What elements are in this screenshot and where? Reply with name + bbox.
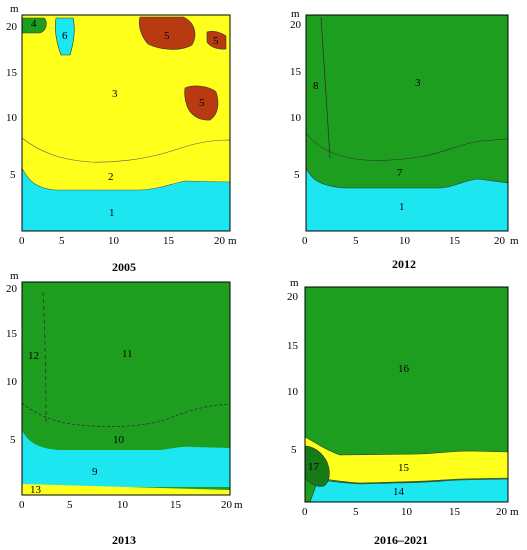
zone-5-patch-middle bbox=[184, 85, 219, 121]
panel-2005: 1 2 3 4 5 5 5 6 m 20 15 10 5 0 5 10 15 2… bbox=[6, 3, 237, 274]
panel-caption: 2016–2021 bbox=[374, 533, 428, 547]
zone-1-area bbox=[305, 167, 509, 232]
zone-label: 15 bbox=[398, 462, 410, 474]
y-tick: 10 bbox=[6, 112, 18, 124]
zone-12-boundary bbox=[42, 291, 47, 425]
panel-2012: 1 7 3 8 m 20 15 10 5 0 5 10 15 20 m 2012 bbox=[290, 8, 519, 271]
panel-frame bbox=[304, 286, 509, 503]
panel-frame bbox=[21, 14, 231, 232]
y-axis-unit: m bbox=[290, 277, 299, 289]
zone-label: 9 bbox=[92, 466, 98, 478]
zone-label: 8 bbox=[313, 80, 319, 92]
zone-label: 10 bbox=[113, 434, 125, 446]
zone-label: 5 bbox=[199, 97, 205, 109]
x-tick: 0 bbox=[302, 235, 308, 247]
x-tick: 10 bbox=[399, 235, 411, 247]
y-tick: 5 bbox=[294, 169, 300, 181]
zone-17-patch bbox=[304, 445, 330, 487]
x-tick: 10 bbox=[401, 506, 413, 518]
x-tick: 20 bbox=[494, 235, 506, 247]
x-tick: 20 bbox=[221, 499, 233, 511]
y-axis-unit: m bbox=[10, 270, 19, 282]
panel-caption: 2013 bbox=[112, 533, 136, 547]
y-tick: 10 bbox=[290, 112, 302, 124]
y-tick: 15 bbox=[6, 67, 18, 79]
zone-label: 11 bbox=[122, 348, 133, 360]
zone-10-boundary bbox=[21, 402, 231, 427]
x-axis-unit: m bbox=[234, 499, 243, 511]
y-tick: 20 bbox=[290, 19, 302, 31]
y-tick: 5 bbox=[10, 169, 16, 181]
zone-label: 5 bbox=[164, 30, 170, 42]
zone-5-patch-top bbox=[138, 16, 196, 50]
zone-1-area bbox=[21, 167, 231, 232]
x-tick: 0 bbox=[19, 499, 25, 511]
zone-label: 5 bbox=[213, 35, 219, 47]
y-tick: 20 bbox=[6, 283, 18, 295]
y-axis-unit: m bbox=[10, 3, 19, 15]
panel-2013: 9 10 11 12 13 m 20 15 10 5 0 5 10 15 20 … bbox=[6, 270, 243, 547]
zone-label: 2 bbox=[108, 171, 114, 183]
zone-label: 1 bbox=[109, 207, 115, 219]
x-tick: 5 bbox=[67, 499, 73, 511]
zone-label: 17 bbox=[308, 461, 320, 473]
x-tick: 5 bbox=[353, 506, 359, 518]
zone-14-area bbox=[309, 478, 509, 503]
x-tick: 15 bbox=[170, 499, 182, 511]
panel-2016-2021: 16 15 14 17 m 20 15 10 5 0 5 10 15 20 m … bbox=[287, 277, 519, 547]
x-tick: 0 bbox=[302, 506, 308, 518]
y-axis-unit: m bbox=[291, 8, 300, 20]
zone-label: 3 bbox=[415, 77, 421, 89]
panel-frame bbox=[305, 14, 509, 232]
zone-9-area bbox=[22, 430, 230, 487]
zone-label: 14 bbox=[393, 486, 405, 498]
zone-label: 16 bbox=[398, 363, 410, 375]
x-tick: 10 bbox=[117, 499, 129, 511]
zone-6-patch bbox=[55, 17, 75, 56]
y-tick: 15 bbox=[290, 66, 302, 78]
y-tick: 20 bbox=[287, 291, 299, 303]
x-tick: 15 bbox=[163, 235, 175, 247]
y-tick: 15 bbox=[6, 328, 18, 340]
panel-caption: 2005 bbox=[112, 260, 136, 274]
y-tick: 15 bbox=[287, 340, 299, 352]
zone-label: 13 bbox=[30, 484, 42, 496]
zone-label: 6 bbox=[62, 30, 68, 42]
x-tick: 0 bbox=[19, 235, 25, 247]
zone-label: 4 bbox=[31, 18, 37, 30]
x-tick: 10 bbox=[108, 235, 120, 247]
x-axis-unit: m bbox=[510, 235, 519, 247]
x-axis-unit: m bbox=[510, 506, 519, 518]
zone-label: 1 bbox=[399, 201, 405, 213]
zone-label: 12 bbox=[28, 350, 39, 362]
zone-8-boundary bbox=[320, 16, 331, 159]
x-tick: 20 bbox=[214, 235, 226, 247]
y-tick: 20 bbox=[6, 21, 18, 33]
x-tick: 20 bbox=[496, 506, 508, 518]
x-tick: 15 bbox=[449, 235, 461, 247]
panel-caption: 2012 bbox=[392, 257, 416, 271]
y-tick: 10 bbox=[6, 376, 18, 388]
zone-label: 3 bbox=[112, 88, 118, 100]
y-tick: 5 bbox=[10, 434, 16, 446]
zone-5-patch-right bbox=[206, 31, 227, 50]
zone-15-area bbox=[304, 436, 509, 484]
zone-13-area bbox=[22, 484, 230, 495]
y-tick: 5 bbox=[291, 444, 297, 456]
x-tick: 5 bbox=[59, 235, 65, 247]
zone-label: 7 bbox=[397, 167, 403, 179]
panel-frame bbox=[21, 281, 231, 496]
x-axis-unit: m bbox=[228, 235, 237, 247]
zone-4-patch bbox=[21, 17, 47, 34]
x-tick: 5 bbox=[353, 235, 359, 247]
x-tick: 15 bbox=[449, 506, 461, 518]
y-tick: 10 bbox=[287, 386, 299, 398]
